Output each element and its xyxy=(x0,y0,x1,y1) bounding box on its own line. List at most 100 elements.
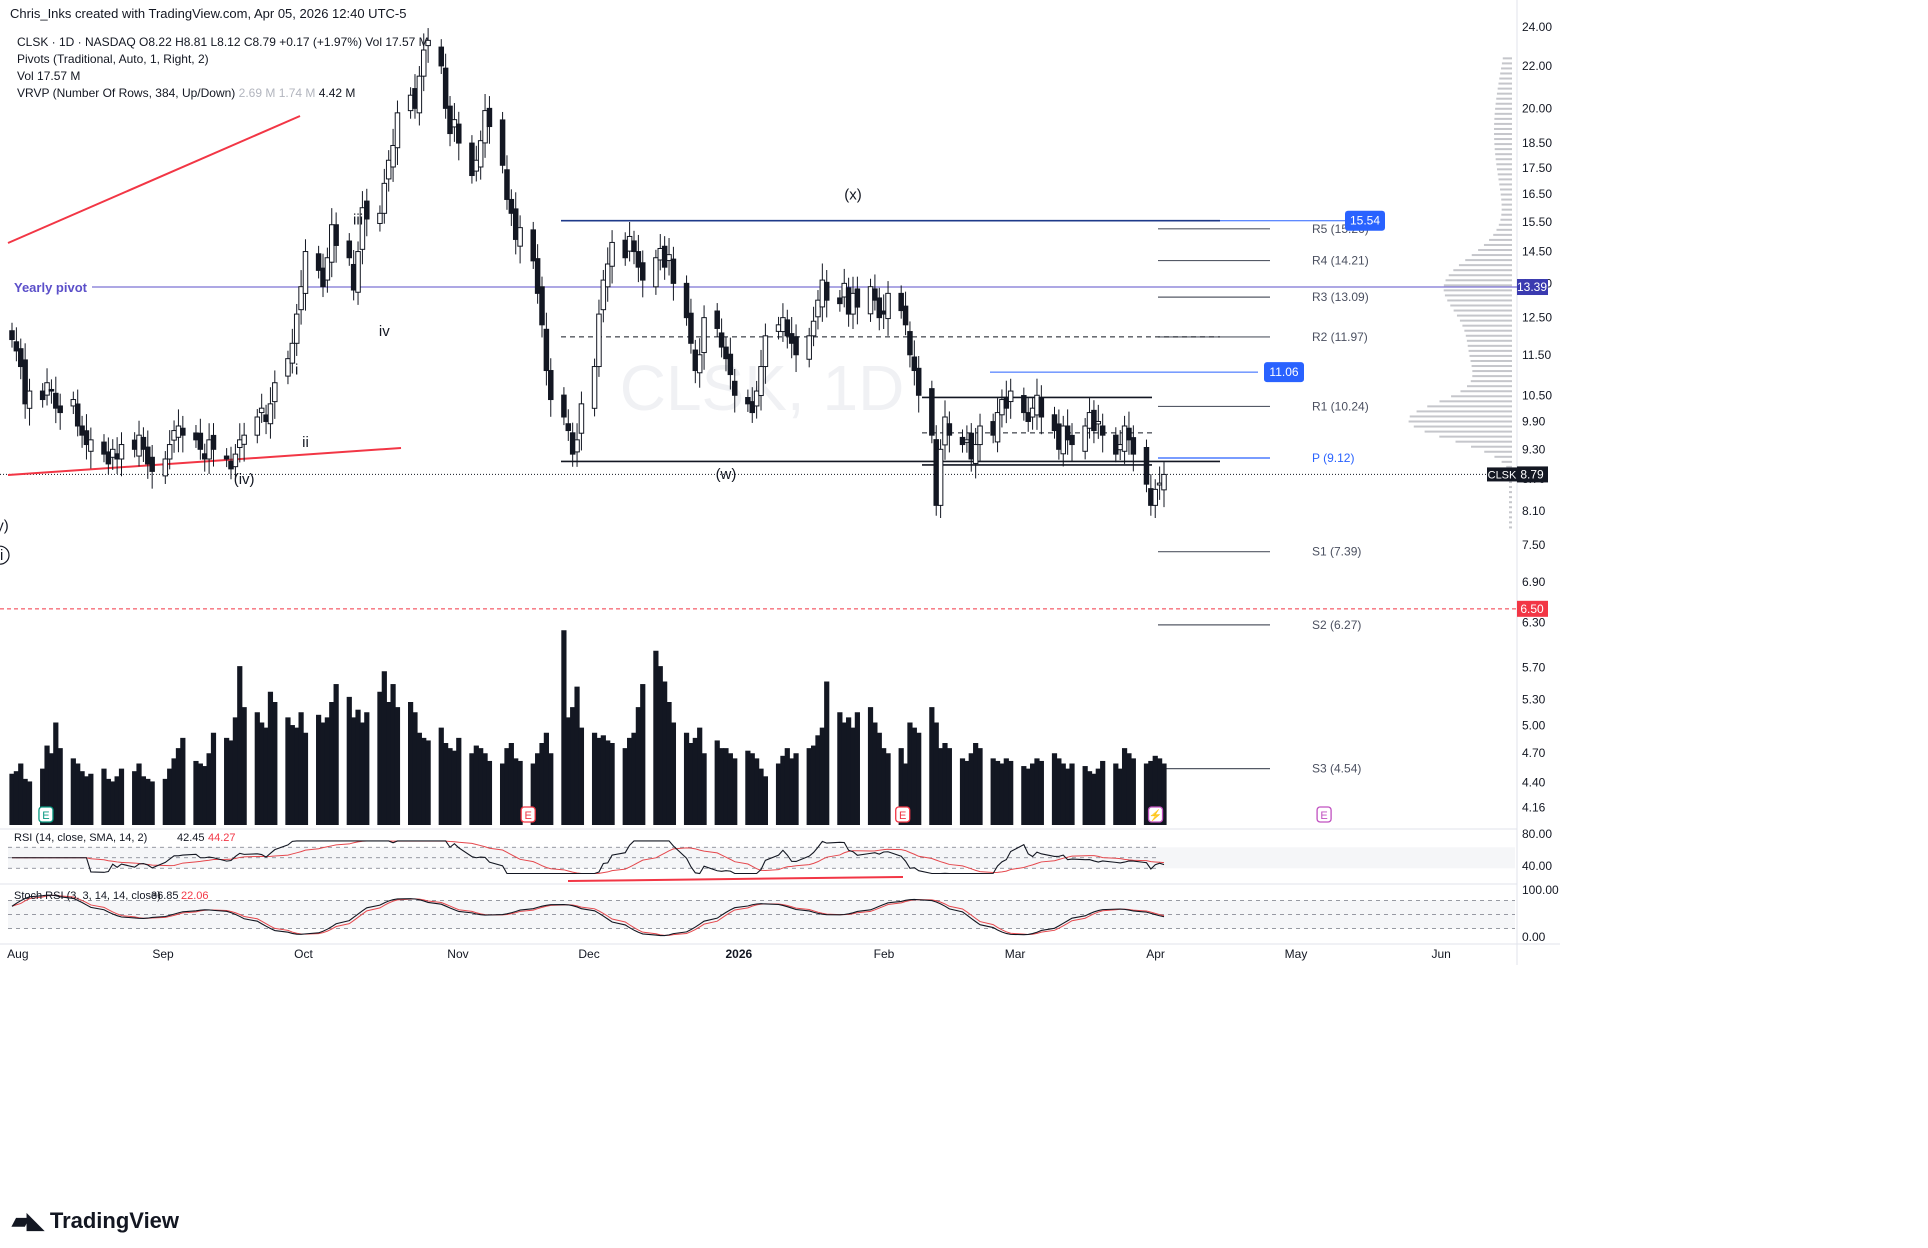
candle[interactable] xyxy=(885,292,891,320)
candle[interactable] xyxy=(412,88,418,109)
candle[interactable] xyxy=(175,425,182,438)
candle[interactable] xyxy=(1117,444,1123,451)
candle[interactable] xyxy=(79,425,85,436)
candle[interactable] xyxy=(837,297,843,305)
price-label-badge-15.54[interactable] xyxy=(1345,210,1385,231)
candle[interactable] xyxy=(964,439,970,443)
candle[interactable] xyxy=(456,123,462,144)
candle[interactable] xyxy=(569,432,576,455)
candle[interactable] xyxy=(385,159,392,180)
candle[interactable] xyxy=(670,258,677,284)
candle[interactable] xyxy=(109,448,116,458)
candle[interactable] xyxy=(937,448,944,506)
candle[interactable] xyxy=(600,279,607,311)
candle[interactable] xyxy=(841,282,847,298)
candle[interactable] xyxy=(241,434,247,445)
candle[interactable] xyxy=(263,414,269,422)
candle[interactable] xyxy=(604,263,611,288)
candle[interactable] xyxy=(867,286,874,315)
candle[interactable] xyxy=(898,292,904,312)
candle[interactable] xyxy=(114,453,120,460)
candle[interactable] xyxy=(972,444,979,464)
candle[interactable] xyxy=(880,310,887,315)
candle[interactable] xyxy=(131,439,138,450)
candle[interactable] xyxy=(696,354,703,374)
candle[interactable] xyxy=(407,94,414,112)
candle[interactable] xyxy=(1086,412,1093,429)
candle[interactable] xyxy=(210,434,217,450)
candle[interactable] xyxy=(793,336,799,356)
candle[interactable] xyxy=(289,342,296,364)
candle[interactable] xyxy=(942,416,948,446)
candle[interactable] xyxy=(823,281,830,301)
candle[interactable] xyxy=(990,421,996,436)
candle[interactable] xyxy=(845,287,852,315)
candle[interactable] xyxy=(1051,414,1058,432)
candle[interactable] xyxy=(39,390,46,401)
candle[interactable] xyxy=(1161,473,1167,491)
candle[interactable] xyxy=(88,439,94,452)
earnings-marker[interactable] xyxy=(1147,806,1164,823)
candle[interactable] xyxy=(753,390,760,407)
candle[interactable] xyxy=(701,317,707,354)
candle[interactable] xyxy=(166,444,173,460)
candle[interactable] xyxy=(815,299,821,318)
candle[interactable] xyxy=(201,453,208,460)
candle[interactable] xyxy=(83,430,90,446)
candle[interactable] xyxy=(548,370,554,401)
candle[interactable] xyxy=(333,224,339,246)
candle[interactable] xyxy=(543,328,550,372)
candle[interactable] xyxy=(320,267,326,288)
candle[interactable] xyxy=(929,388,935,436)
earnings-marker[interactable] xyxy=(1316,806,1332,823)
candle[interactable] xyxy=(355,251,361,293)
tradingview-logo[interactable]: ▰◣ TradingView xyxy=(12,1208,179,1234)
candle[interactable] xyxy=(1021,395,1027,414)
candle[interactable] xyxy=(13,341,20,352)
candle[interactable] xyxy=(390,144,396,168)
candle[interactable] xyxy=(149,456,155,472)
candle[interactable] xyxy=(622,239,628,259)
candle[interactable] xyxy=(609,241,615,267)
candle[interactable] xyxy=(9,330,15,341)
candle[interactable] xyxy=(26,390,33,409)
candle[interactable] xyxy=(438,46,445,67)
candle[interactable] xyxy=(44,382,50,396)
candle[interactable] xyxy=(162,458,169,477)
candle[interactable] xyxy=(381,182,388,214)
candle[interactable] xyxy=(48,388,55,392)
candle[interactable] xyxy=(907,331,913,356)
candle[interactable] xyxy=(451,119,458,128)
candle[interactable] xyxy=(780,317,786,333)
candle[interactable] xyxy=(561,394,567,418)
candle[interactable] xyxy=(477,140,484,168)
candle[interactable] xyxy=(504,169,510,200)
candle[interactable] xyxy=(171,430,177,441)
candle[interactable] xyxy=(447,105,453,135)
candle[interactable] xyxy=(223,455,230,460)
candle[interactable] xyxy=(718,332,725,348)
candle[interactable] xyxy=(180,427,186,436)
candle[interactable] xyxy=(425,39,431,47)
candle[interactable] xyxy=(1069,434,1075,446)
candle[interactable] xyxy=(1029,407,1036,418)
candle[interactable] xyxy=(635,251,642,268)
candle[interactable] xyxy=(482,110,488,144)
candle[interactable] xyxy=(329,224,335,263)
candle[interactable] xyxy=(197,432,204,450)
candle[interactable] xyxy=(1099,425,1106,436)
candle[interactable] xyxy=(145,446,151,465)
candle[interactable] xyxy=(293,313,300,344)
candle[interactable] xyxy=(911,356,918,372)
candle[interactable] xyxy=(206,439,212,460)
candle[interactable] xyxy=(902,305,909,326)
candle[interactable] xyxy=(298,286,304,311)
candle[interactable] xyxy=(1038,397,1045,418)
candle[interactable] xyxy=(1003,396,1010,409)
candle[interactable] xyxy=(1091,409,1097,432)
candle[interactable] xyxy=(394,112,401,149)
candle[interactable] xyxy=(854,288,861,308)
candle[interactable] xyxy=(1130,437,1137,455)
candle[interactable] xyxy=(758,366,764,397)
